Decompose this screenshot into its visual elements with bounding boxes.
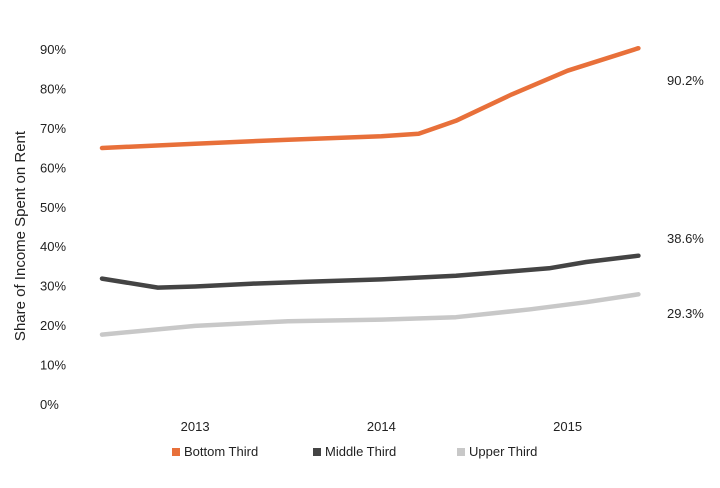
y-tick-label: 90% (40, 42, 66, 57)
legend-swatch (313, 448, 321, 456)
y-tick-label: 70% (40, 121, 66, 136)
y-tick-label: 10% (40, 358, 66, 373)
y-tick-label: 20% (40, 318, 66, 333)
legend: Bottom Third Middle Third Upper Third (172, 444, 537, 459)
legend-label: Middle Third (325, 444, 396, 459)
x-tick-label: 2014 (367, 419, 396, 434)
y-tick-label: 80% (40, 81, 66, 96)
end-labels: 90.2% 38.6% 29.3% (667, 73, 704, 321)
legend-swatch (457, 448, 465, 456)
y-tick-label: 30% (40, 279, 66, 294)
x-tick-label: 2013 (181, 419, 210, 434)
y-tick-label: 40% (40, 239, 66, 254)
legend-label: Upper Third (469, 444, 537, 459)
x-tick-label: 2015 (553, 419, 582, 434)
legend-item: Upper Third (457, 444, 537, 459)
end-value-label: 29.3% (667, 306, 704, 321)
x-axis: 2013 2014 2015 (181, 419, 582, 434)
series-line-middle-third (99, 253, 641, 290)
y-axis: 0% 10% 20% 30% 40% 50% 60% 70% 80% 90% (40, 42, 66, 412)
legend-item: Bottom Third (172, 444, 258, 459)
legend-swatch (172, 448, 180, 456)
series-group (99, 45, 641, 337)
legend-label: Bottom Third (184, 444, 258, 459)
y-tick-label: 50% (40, 200, 66, 215)
y-axis-label: Share of Income Spent on Rent (12, 130, 29, 341)
series-line-bottom-third (99, 45, 641, 151)
series-line-upper-third (99, 292, 641, 337)
end-value-label: 38.6% (667, 231, 704, 246)
legend-item: Middle Third (313, 444, 396, 459)
y-tick-label: 60% (40, 160, 66, 175)
y-tick-label: 0% (40, 397, 59, 412)
end-value-label: 90.2% (667, 73, 704, 88)
